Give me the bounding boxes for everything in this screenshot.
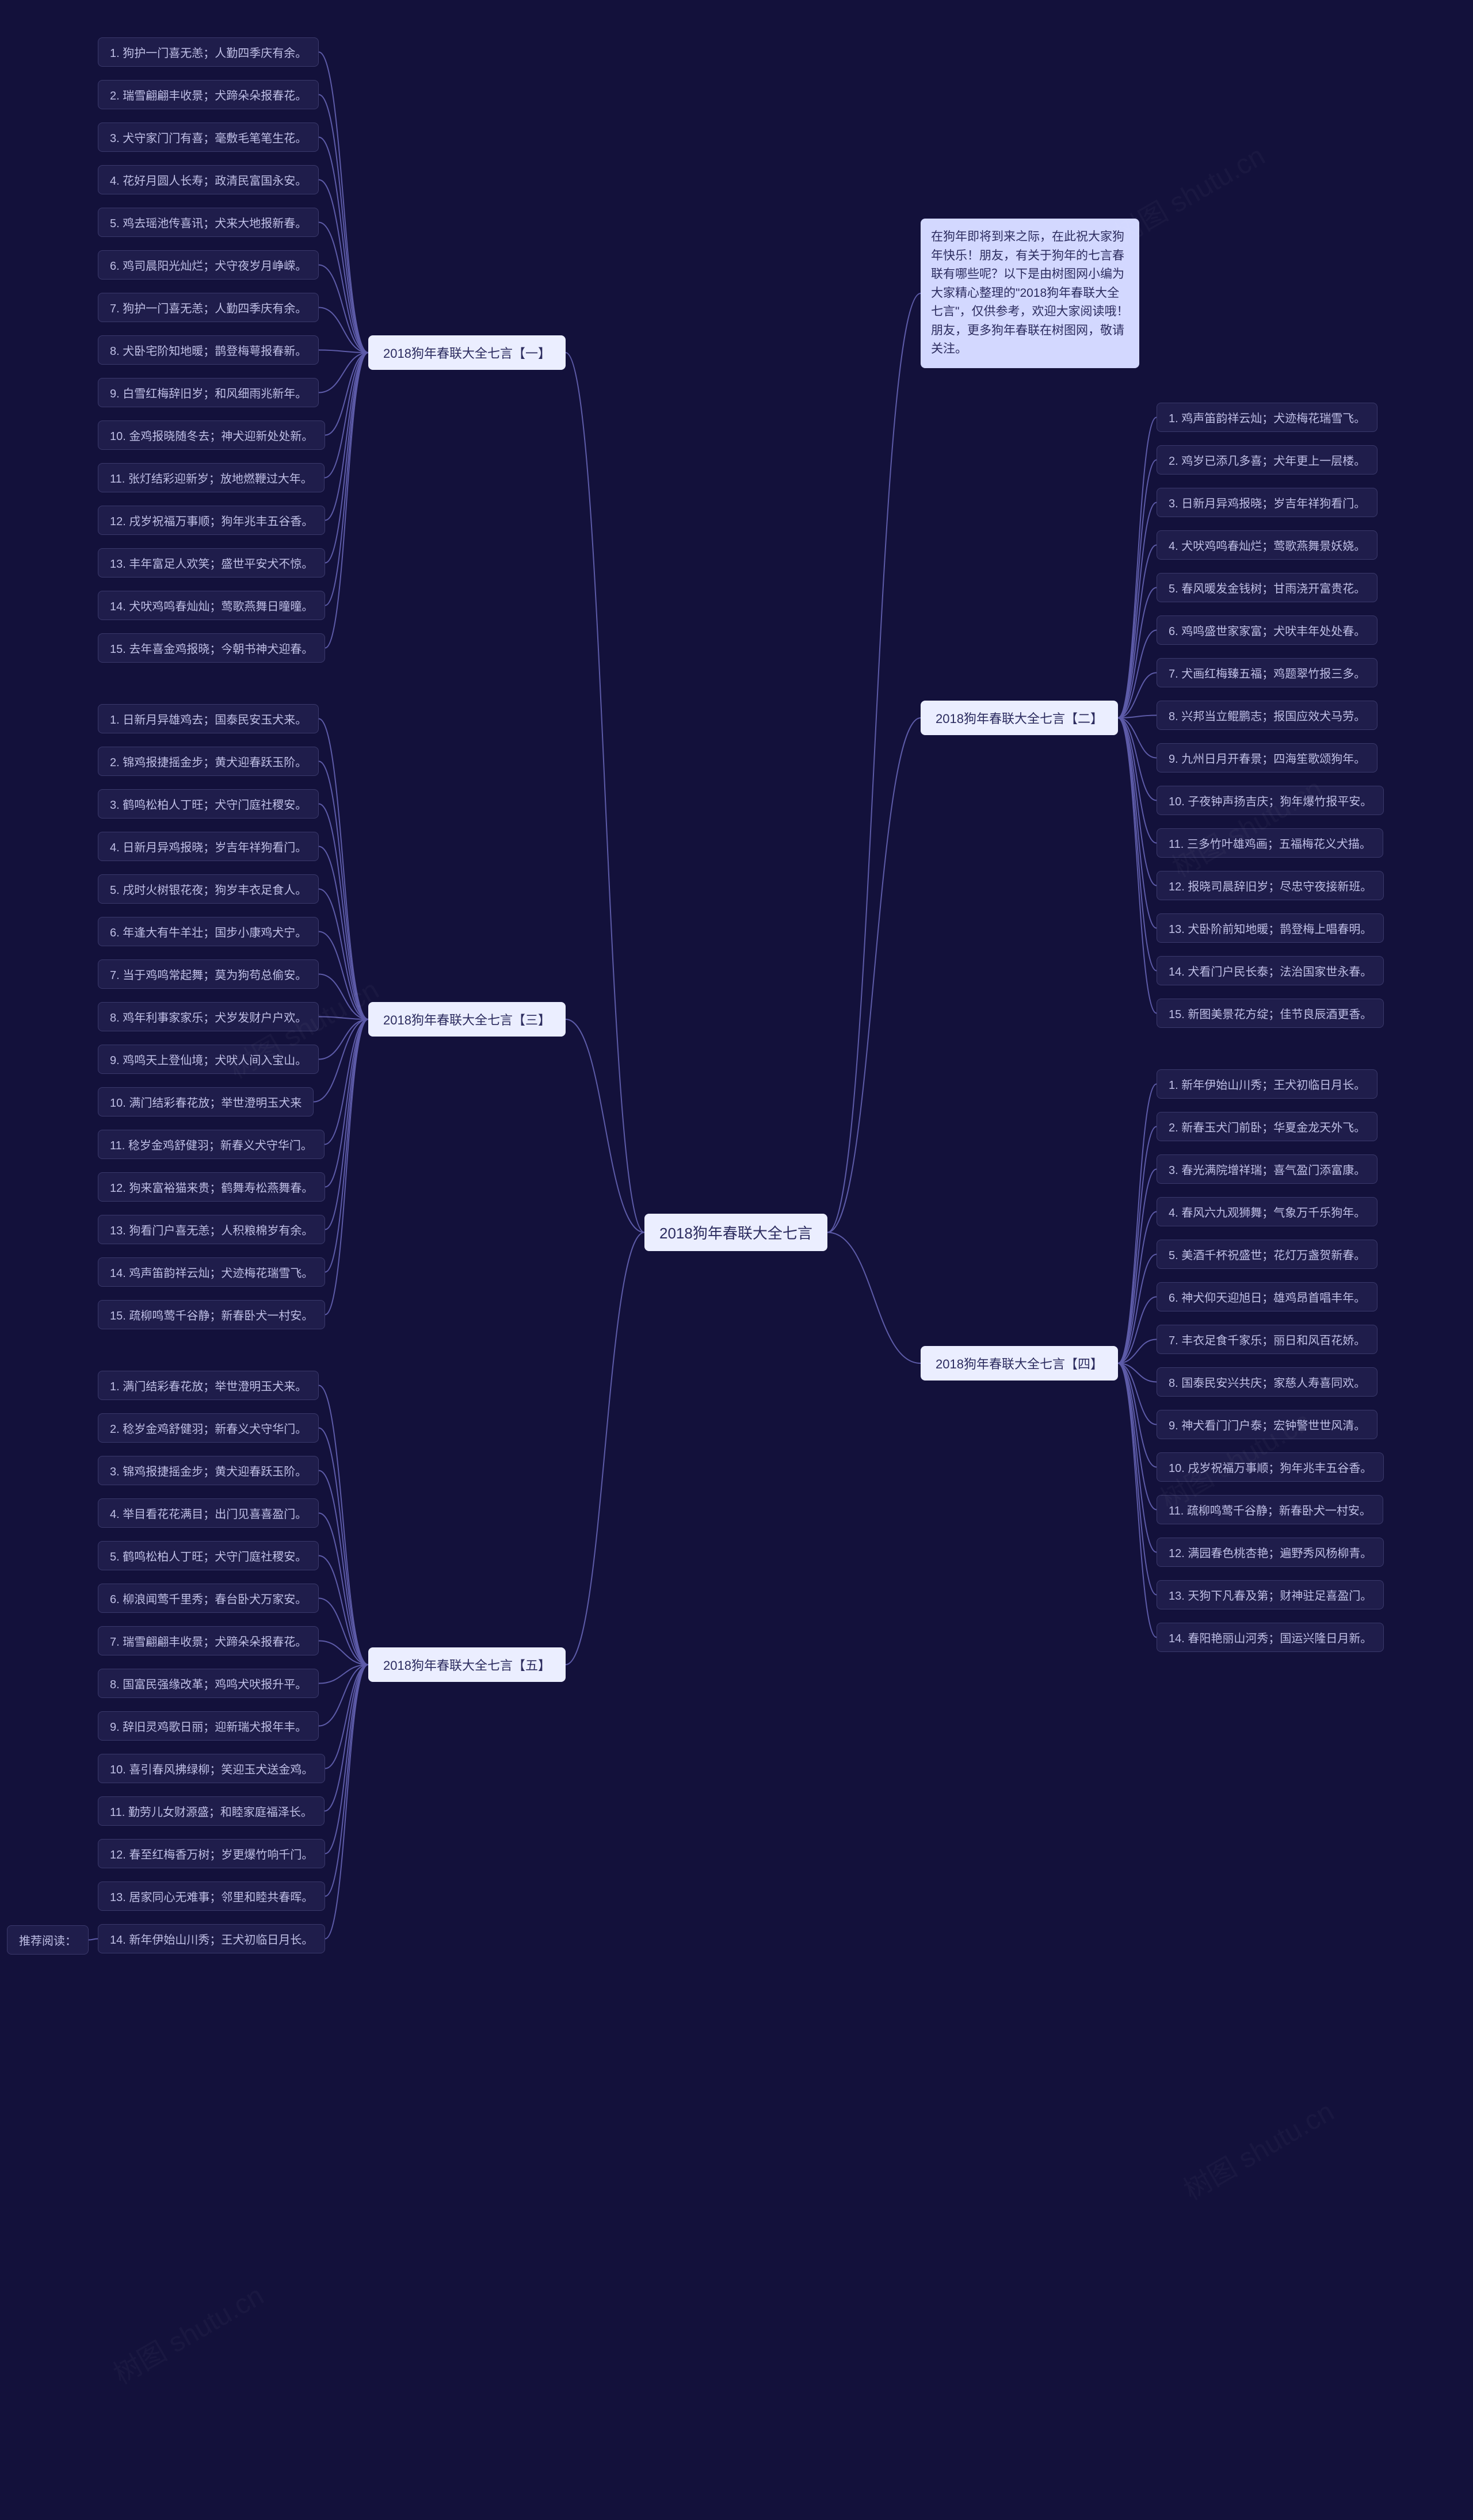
- leaf-left-5-6: 6. 柳浪闻莺千里秀；春台卧犬万家安。: [98, 1584, 319, 1613]
- leaf-right-2-12: 12. 报晓司晨辞旧岁；尽忠守夜接新班。: [1157, 871, 1384, 900]
- leaf-right-4-7: 7. 丰衣足食千家乐；丽日和风百花娇。: [1157, 1325, 1377, 1354]
- watermark: 树图 shutu.cn: [1163, 766, 1329, 885]
- leaf-right-2-2: 2. 鸡岁已添几多喜；犬年更上一层楼。: [1157, 445, 1377, 475]
- leaf-left-5-13: 13. 居家同心无难事；邻里和睦共春晖。: [98, 1882, 325, 1911]
- leaf-right-4-6: 6. 神犬仰天迎旭日；雄鸡昂首唱丰年。: [1157, 1282, 1377, 1311]
- leaf-left-1-12: 12. 戌岁祝福万事顺；狗年兆丰五谷香。: [98, 506, 325, 535]
- watermark: 树图 shutu.cn: [105, 2273, 270, 2392]
- leaf-right-4-4: 4. 春风六九观狮舞；气象万千乐狗年。: [1157, 1197, 1377, 1226]
- section-4: 2018狗年春联大全七言【四】: [921, 1346, 1118, 1381]
- leaf-right-4-13: 13. 天狗下凡春及第；财神驻足喜盈门。: [1157, 1580, 1384, 1609]
- leaf-left-1-4: 4. 花好月圆人长寿；政清民富国永安。: [98, 165, 319, 194]
- leaf-left-5-1: 1. 满门结彩春花放；举世澄明玉犬来。: [98, 1371, 319, 1400]
- leaf-left-5-10: 10. 喜引春风拂绿柳；笑迎玉犬送金鸡。: [98, 1754, 325, 1783]
- leaf-left-3-13: 13. 狗看门户喜无恙；人积粮棉岁有余。: [98, 1215, 325, 1244]
- leaf-right-4-9: 9. 神犬看门门户泰；宏钟警世世风清。: [1157, 1410, 1377, 1439]
- leaf-right-2-4: 4. 犬吠鸡鸣春灿烂；莺歌燕舞景妖娆。: [1157, 530, 1377, 560]
- leaf-left-3-14: 14. 鸡声笛韵祥云灿；犬迹梅花瑞雪飞。: [98, 1257, 325, 1287]
- leaf-left-3-1: 1. 日新月异雄鸡去；国泰民安玉犬来。: [98, 704, 319, 733]
- leaf-left-3-7: 7. 当于鸡鸣常起舞；莫为狗苟总偷安。: [98, 959, 319, 989]
- leaf-right-4-8: 8. 国泰民安兴共庆；家慈人寿喜同欢。: [1157, 1367, 1377, 1397]
- section-5: 2018狗年春联大全七言【五】: [368, 1647, 566, 1682]
- section-2: 2018狗年春联大全七言【二】: [921, 701, 1118, 735]
- leaf-left-5-2: 2. 稔岁金鸡舒健羽；新春义犬守华门。: [98, 1413, 319, 1443]
- leaf-left-5-7: 7. 瑞雪翩翩丰收景；犬蹄朵朵报春花。: [98, 1626, 319, 1655]
- leaf-right-2-10: 10. 子夜钟声扬吉庆；狗年爆竹报平安。: [1157, 786, 1384, 815]
- extra-leaf: 推荐阅读：: [7, 1925, 89, 1955]
- root-node: 2018狗年春联大全七言: [644, 1214, 827, 1251]
- leaf-right-2-1: 1. 鸡声笛韵祥云灿；犬迹梅花瑞雪飞。: [1157, 403, 1377, 432]
- leaf-right-4-1: 1. 新年伊始山川秀；王犬初临日月长。: [1157, 1069, 1377, 1099]
- leaf-left-5-3: 3. 锦鸡报捷摇金步；黄犬迎春跃玉阶。: [98, 1456, 319, 1485]
- leaf-left-1-1: 1. 狗护一门喜无恙；人勤四季庆有余。: [98, 37, 319, 67]
- leaf-left-1-2: 2. 瑞雪翩翩丰收景；犬蹄朵朵报春花。: [98, 80, 319, 109]
- leaf-left-1-14: 14. 犬吠鸡鸣春灿灿；莺歌燕舞日曈曈。: [98, 591, 325, 620]
- leaf-left-3-8: 8. 鸡年利事家家乐；犬岁发财户户欢。: [98, 1002, 319, 1031]
- leaf-right-4-14: 14. 春阳艳丽山河秀；国运兴隆日月新。: [1157, 1623, 1384, 1652]
- leaf-left-1-10: 10. 金鸡报晓随冬去；神犬迎新处处新。: [98, 420, 325, 450]
- leaf-right-4-11: 11. 疏柳鸣莺千谷静；新春卧犬一村安。: [1157, 1495, 1383, 1524]
- leaf-left-1-3: 3. 犬守家门门有喜；毫敷毛笔笔生花。: [98, 123, 319, 152]
- leaf-right-4-3: 3. 春光满院增祥瑞；喜气盈门添富康。: [1157, 1154, 1377, 1184]
- leaf-left-3-5: 5. 戌时火树银花夜；狗岁丰衣足食人。: [98, 874, 319, 904]
- leaf-left-5-9: 9. 辞旧灵鸡歌日丽；迎新瑞犬报年丰。: [98, 1711, 319, 1741]
- leaf-right-2-15: 15. 新图美景花方绽；佳节良辰酒更香。: [1157, 999, 1384, 1028]
- leaf-left-1-8: 8. 犬卧宅阶知地暖；鹊登梅萼报春新。: [98, 335, 319, 365]
- leaf-right-2-14: 14. 犬看门户民长泰；法治国家世永春。: [1157, 956, 1384, 985]
- leaf-left-1-9: 9. 白雪红梅辞旧岁；和风细雨兆新年。: [98, 378, 319, 407]
- leaf-left-3-6: 6. 年逢大有牛羊壮；国步小康鸡犬宁。: [98, 917, 319, 946]
- leaf-left-3-15: 15. 疏柳鸣莺千谷静；新春卧犬一村安。: [98, 1300, 325, 1329]
- leaf-left-5-12: 12. 春至红梅香万树；岁更爆竹响千门。: [98, 1839, 325, 1868]
- leaf-left-5-4: 4. 举目看花花满目；出门见喜喜盈门。: [98, 1498, 319, 1528]
- leaf-right-2-6: 6. 鸡鸣盛世家家富；犬吠丰年处处春。: [1157, 615, 1377, 645]
- leaf-left-3-4: 4. 日新月异鸡报晓；岁吉年祥狗看门。: [98, 832, 319, 861]
- leaf-left-3-9: 9. 鸡鸣天上登仙境；犬吠人间入宝山。: [98, 1045, 319, 1074]
- leaf-left-3-10: 10. 满门结彩春花放；举世澄明玉犬来: [98, 1087, 314, 1116]
- leaf-right-2-9: 9. 九州日月开春景；四海笙歌颂狗年。: [1157, 743, 1377, 773]
- leaf-right-2-8: 8. 兴邦当立鲲鹏志；报国应效犬马劳。: [1157, 701, 1377, 730]
- leaf-left-1-13: 13. 丰年富足人欢笑；盛世平安犬不惊。: [98, 548, 325, 578]
- leaf-right-4-12: 12. 满园春色桃杏艳；遍野秀风杨柳青。: [1157, 1538, 1384, 1567]
- leaf-right-2-11: 11. 三多竹叶雄鸡画；五福梅花义犬描。: [1157, 828, 1383, 858]
- leaf-left-3-12: 12. 狗来富裕猫来贵；鹤舞寿松燕舞春。: [98, 1172, 325, 1202]
- leaf-left-5-5: 5. 鹤鸣松柏人丁旺；犬守门庭社稷安。: [98, 1541, 319, 1570]
- leaf-left-1-7: 7. 狗护一门喜无恙；人勤四季庆有余。: [98, 293, 319, 322]
- leaf-right-4-2: 2. 新春玉犬门前卧；华夏金龙天外飞。: [1157, 1112, 1377, 1141]
- leaf-right-2-5: 5. 春风暖发金钱树；甘雨浇开富贵花。: [1157, 573, 1377, 602]
- intro-node: 在狗年即将到来之际，在此祝大家狗年快乐！朋友，有关于狗年的七言春联有哪些呢？以下…: [921, 219, 1139, 368]
- leaf-left-1-6: 6. 鸡司晨阳光灿烂；犬守夜岁月峥嵘。: [98, 250, 319, 280]
- section-1: 2018狗年春联大全七言【一】: [368, 335, 566, 370]
- leaf-left-5-8: 8. 国富民强缘改革；鸡鸣犬吠报升平。: [98, 1669, 319, 1698]
- leaf-left-5-11: 11. 勤劳儿女财源盛；和睦家庭福泽长。: [98, 1796, 325, 1826]
- leaf-right-2-7: 7. 犬画红梅臻五福；鸡题翠竹报三多。: [1157, 658, 1377, 687]
- leaf-left-5-14: 14. 新年伊始山川秀；王犬初临日月长。: [98, 1924, 325, 1953]
- leaf-right-4-10: 10. 戌岁祝福万事顺；狗年兆丰五谷香。: [1157, 1452, 1384, 1482]
- leaf-left-1-5: 5. 鸡去瑶池传喜讯；犬来大地报新春。: [98, 208, 319, 237]
- leaf-left-3-2: 2. 锦鸡报捷摇金步；黄犬迎春跃玉阶。: [98, 747, 319, 776]
- leaf-right-2-3: 3. 日新月异鸡报晓；岁吉年祥狗看门。: [1157, 488, 1377, 517]
- leaf-left-1-11: 11. 张灯结彩迎新岁；放地燃鞭过大年。: [98, 463, 325, 492]
- leaf-right-2-13: 13. 犬卧阶前知地暖；鹊登梅上唱春明。: [1157, 913, 1384, 943]
- leaf-right-4-5: 5. 美酒千杯祝盛世；花灯万盏贺新春。: [1157, 1240, 1377, 1269]
- leaf-left-3-3: 3. 鹤鸣松柏人丁旺；犬守门庭社稷安。: [98, 789, 319, 819]
- watermark: 树图 shutu.cn: [1175, 2089, 1340, 2208]
- leaf-left-1-15: 15. 去年喜金鸡报晓；今朝书神犬迎春。: [98, 633, 325, 663]
- section-3: 2018狗年春联大全七言【三】: [368, 1002, 566, 1037]
- leaf-left-3-11: 11. 稔岁金鸡舒健羽；新春义犬守华门。: [98, 1130, 325, 1159]
